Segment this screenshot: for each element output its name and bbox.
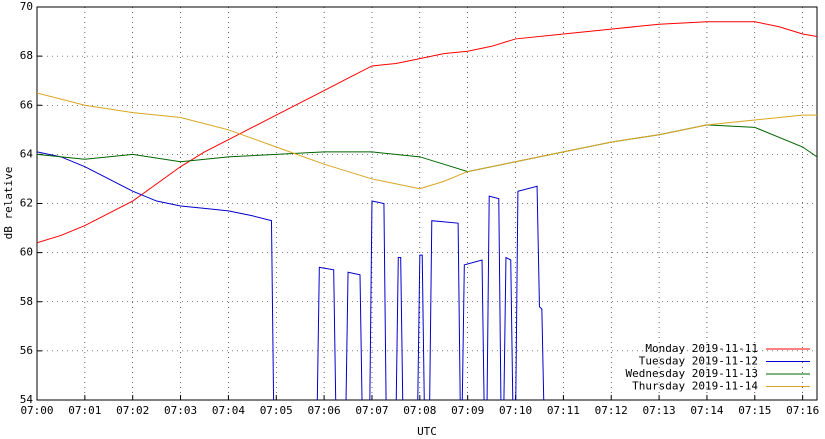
y-tick-label: 58 bbox=[20, 295, 33, 308]
series-line bbox=[37, 151, 545, 400]
x-tick-label: 07:13 bbox=[643, 404, 676, 417]
legend-label: Thursday 2019-11-14 bbox=[632, 380, 758, 393]
x-tick-label: 07:07 bbox=[355, 404, 388, 417]
x-tick-label: 07:12 bbox=[595, 404, 628, 417]
y-tick-label: 56 bbox=[20, 344, 33, 357]
y-tick-label: 60 bbox=[20, 246, 33, 259]
x-tick-label: 07:15 bbox=[738, 404, 771, 417]
y-tick-label: 54 bbox=[20, 393, 34, 406]
x-tick-label: 07:08 bbox=[403, 404, 436, 417]
x-tick-label: 07:05 bbox=[260, 404, 293, 417]
x-axis-label: UTC bbox=[417, 425, 437, 438]
plot-area bbox=[37, 21, 817, 400]
y-axis-label: dB relative bbox=[2, 167, 15, 240]
x-tick-label: 07:10 bbox=[499, 404, 532, 417]
x-tick-label: 07:02 bbox=[116, 404, 149, 417]
y-tick-label: 64 bbox=[20, 147, 34, 160]
series-line bbox=[37, 92, 817, 190]
x-tick-label: 07:11 bbox=[547, 404, 580, 417]
x-tick-label: 07:06 bbox=[308, 404, 341, 417]
x-tick-label: 07:14 bbox=[690, 404, 723, 417]
x-tick-label: 07:01 bbox=[68, 404, 101, 417]
legend-label: Tuesday 2019-11-12 bbox=[639, 355, 758, 368]
x-tick-label: 07:16 bbox=[786, 404, 819, 417]
x-tick-label: 07:00 bbox=[20, 404, 53, 417]
series-line bbox=[37, 21, 817, 244]
legend-label: Wednesday 2019-11-13 bbox=[626, 367, 758, 380]
y-tick-label: 68 bbox=[20, 49, 33, 62]
x-tick-label: 07:09 bbox=[451, 404, 484, 417]
series-line bbox=[37, 124, 817, 173]
x-tick-label: 07:04 bbox=[212, 404, 245, 417]
y-tick-label: 66 bbox=[20, 98, 33, 111]
legend-label: Monday 2019-11-11 bbox=[645, 342, 758, 355]
x-tick-label: 07:03 bbox=[164, 404, 197, 417]
y-tick-label: 70 bbox=[20, 0, 33, 13]
y-tick-label: 62 bbox=[20, 197, 33, 210]
